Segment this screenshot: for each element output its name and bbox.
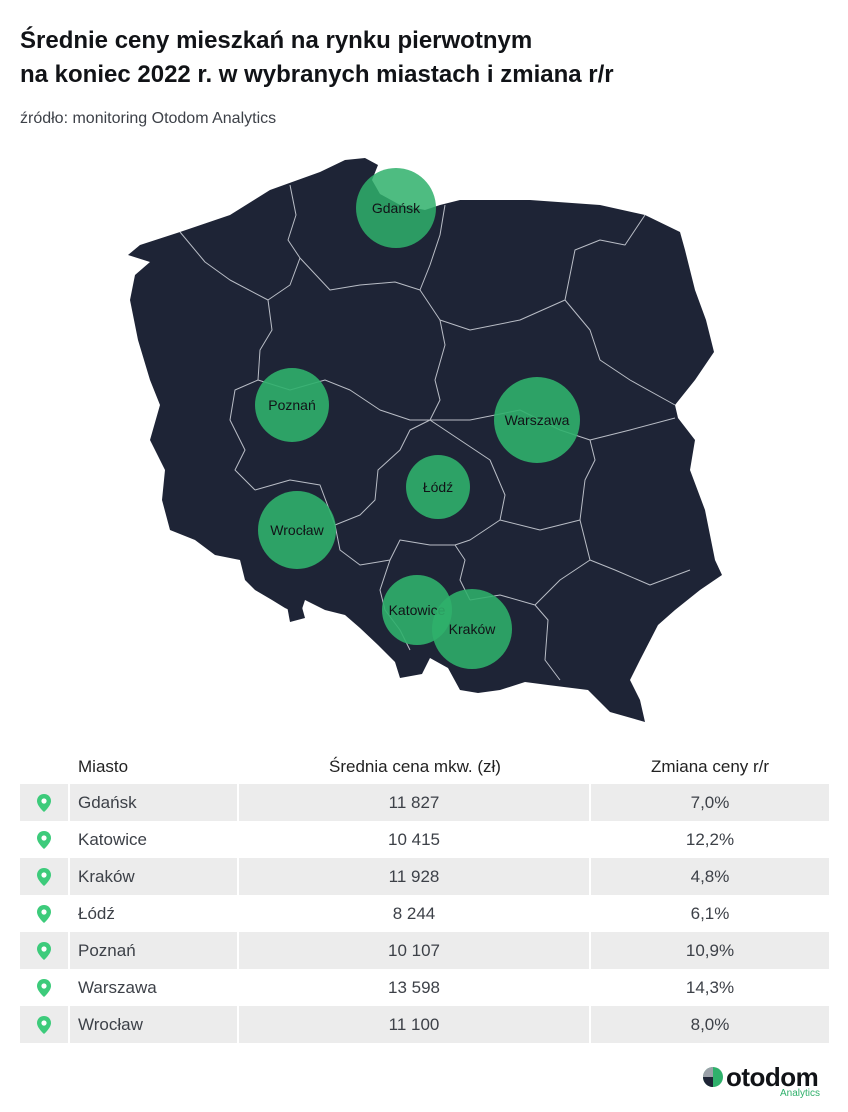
source-note: źródło: monitoring Otodom Analytics [20,110,277,127]
bubble-gdansk[interactable]: Gdańsk [356,168,436,248]
table-row: Gdańsk 11 827 7,0% [20,784,829,821]
change-cell: 4,8% [591,858,829,895]
chart-title: Średnie ceny mieszkań na rynku pierwotny… [20,24,820,92]
pin-column-header [20,750,70,784]
change-column-header: Zmiana ceny r/r [650,757,770,776]
bubble-label: Katowice [389,602,446,618]
bubble-poznan[interactable]: Poznań [255,368,329,442]
change-cell: 10,9% [591,932,829,969]
price-cell: 10 415 [239,821,591,858]
logo-wordmark: otodom [726,1062,819,1092]
country-shape [128,158,722,722]
city-cell: Wrocław [70,1006,239,1043]
city-cell: Katowice [70,821,239,858]
change-cell: 14,3% [685,977,735,997]
bubble-wroclaw[interactable]: Wrocław [258,491,336,569]
location-pin-icon [20,784,70,821]
city-cell: Kraków [70,858,239,895]
table-row: Poznań 10 107 10,9% [20,932,829,969]
table-row: Łódź 8 244 6,1% [20,895,829,932]
change-cell: 8,0% [591,1006,829,1043]
price-cell: 8 244 [239,895,591,932]
bubble-label: Kraków [449,621,497,637]
bubble-lodz[interactable]: Łódź [406,455,470,519]
price-cell: 10 107 [239,932,591,969]
city-cell: Gdańsk [70,784,239,821]
price-cell: 11 928 [239,858,591,895]
table-row: Katowice 10 415 12,2% [20,821,829,858]
change-cell: 12,2% [685,829,735,849]
title-line-2: na koniec 2022 r. w wybranych miastach i… [20,61,614,88]
otodom-logo-icon [703,1067,723,1087]
change-cell: 6,1% [690,903,730,923]
price-cell: 11 100 [239,1006,591,1043]
location-pin-icon [20,932,70,969]
table-row: Warszawa 13 598 14,3% [20,969,829,1006]
price-cell: 13 598 [239,969,591,1006]
change-cell: 7,0% [591,784,829,821]
price-table: Miasto Średnia cena mkw. (zł) Zmiana cen… [20,750,829,1043]
table-header-row: Miasto Średnia cena mkw. (zł) Zmiana cen… [20,750,829,784]
bubble-label: Łódź [423,479,453,495]
city-cell: Warszawa [70,969,239,1006]
location-pin-icon [20,858,70,895]
bubble-label: Warszawa [505,412,570,428]
bubble-label: Poznań [268,397,315,413]
location-pin-icon [20,895,70,932]
price-cell: 11 827 [239,784,591,821]
poland-map: Gdańsk Poznań Warszawa Łódź Wrocław Kato… [128,158,722,722]
city-cell: Łódź [70,895,239,932]
bubble-label: Wrocław [270,522,324,538]
table-body: Gdańsk 11 827 7,0% Katowice 10 415 12,2% Krakó… [20,784,829,1043]
table-row: Wrocław 11 100 8,0% [20,1006,829,1043]
city-cell: Poznań [70,932,239,969]
bubble-warszawa[interactable]: Warszawa [494,377,580,463]
city-bubbles: Gdańsk Poznań Warszawa Łódź Wrocław Kato… [255,168,580,669]
otodom-logo: otodom Analytics [702,1062,832,1102]
price-column-header: Średnia cena mkw. (zł) [329,757,501,776]
location-pin-icon [20,821,70,858]
table-row: Kraków 11 928 4,8% [20,858,829,895]
location-pin-icon [20,969,70,1006]
location-pin-icon [20,1006,70,1043]
logo-subtitle: Analytics [779,1088,820,1099]
bubble-krakow[interactable]: Kraków [432,589,512,669]
bubble-label: Gdańsk [372,200,421,216]
title-line-1: Średnie ceny mieszkań na rynku pierwotny… [20,27,533,54]
city-column-header: Miasto [78,757,129,776]
